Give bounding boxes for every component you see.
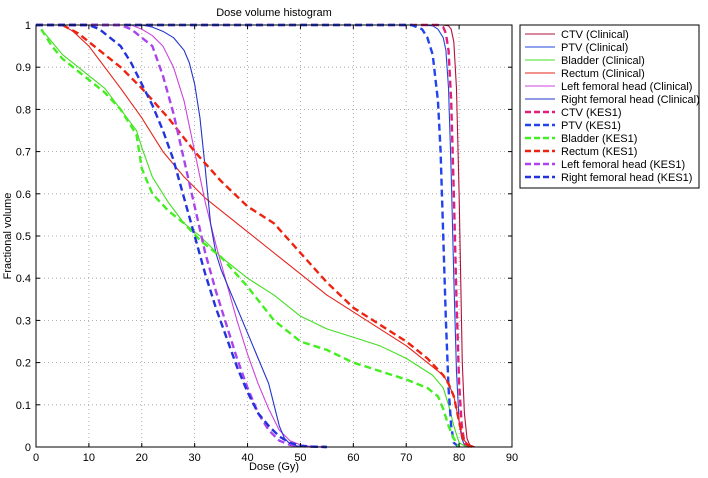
y-tick-label: 0.5 [16, 231, 31, 243]
x-tick-label: 40 [241, 452, 253, 464]
legend-label-right-femoral-head-clinical: Right femoral head (Clinical) [561, 94, 700, 106]
y-tick-label: 0.2 [16, 358, 31, 370]
legend-label-left-femoral-head-kes1: Left femoral head (KES1) [561, 159, 685, 171]
series-line-ctv-kes1 [36, 23, 471, 448]
legend-label-ptv-clinical: PTV (Clinical) [561, 42, 628, 54]
legend-label-ptv-kes1: PTV (KES1) [561, 120, 621, 132]
y-axis-label: Fractional volume [2, 193, 14, 280]
series-line-bladder-clinical [40, 28, 470, 448]
y-tick-label: 0.3 [16, 315, 31, 327]
x-tick-label: 80 [453, 452, 465, 464]
y-tick-label: 0.6 [16, 189, 31, 201]
legend-label-right-femoral-head-kes1: Right femoral head (KES1) [561, 172, 692, 184]
y-tick-label: 0.7 [16, 147, 31, 159]
series-line-left-femoral-head-kes1 [36, 23, 327, 449]
x-axis-label: Dose (Gy) [249, 461, 299, 473]
legend-label-rectum-clinical: Rectum (Clinical) [561, 68, 645, 80]
x-tick-label: 50 [294, 452, 306, 464]
legend-label-rectum-kes1: Rectum (KES1) [561, 146, 637, 158]
legend-label-bladder-clinical: Bladder (Clinical) [561, 55, 645, 67]
series-line-right-femoral-head-kes1 [36, 23, 327, 449]
legend-label-left-femoral-head-clinical: Left femoral head (Clinical) [561, 81, 692, 93]
y-tick-label: 0.1 [16, 400, 31, 412]
series-line-left-femoral-head-clinical [36, 24, 327, 448]
y-tick-label: 0.9 [16, 62, 31, 74]
axis-ticks [35, 24, 513, 448]
x-tick-label: 30 [189, 452, 201, 464]
series-line-rectum-kes1 [61, 23, 476, 449]
legend-label-ctv-clinical: CTV (Clinical) [561, 29, 629, 41]
x-tick-label: 90 [506, 452, 518, 464]
y-tick-label: 0.8 [16, 104, 31, 116]
series-line-ptv-kes1 [36, 23, 460, 448]
series-group [36, 23, 476, 449]
chart-title: Dose volume histogram [216, 7, 332, 19]
y-tick-label: 0 [25, 442, 31, 454]
legend-box [519, 24, 700, 189]
series-line-bladder-kes1 [40, 28, 461, 448]
y-tick-label: 0.4 [16, 273, 31, 285]
x-tick-labels: 0 10 20 30 40 50 60 70 80 90 [33, 452, 518, 464]
x-tick-label: 10 [83, 452, 95, 464]
x-tick-label: 20 [136, 452, 148, 464]
grid [36, 25, 512, 447]
x-tick-label: 60 [347, 452, 359, 464]
legend-items: CTV (Clinical)PTV (Clinical)Bladder (Cli… [525, 29, 700, 184]
x-tick-label: 70 [400, 452, 412, 464]
y-tick-label: 1 [25, 20, 31, 32]
series-line-ctv-clinical [36, 24, 476, 448]
legend-label-ctv-kes1: CTV (KES1) [561, 107, 622, 119]
legend-label-bladder-kes1: Bladder (KES1) [561, 133, 637, 145]
legend: CTV (Clinical)PTV (Clinical)Bladder (Cli… [519, 24, 700, 189]
y-tick-labels: 0 0.1 0.2 0.3 0.4 0.5 0.6 0.7 0.8 0.9 1 [16, 20, 31, 454]
x-tick-label: 0 [33, 452, 39, 464]
